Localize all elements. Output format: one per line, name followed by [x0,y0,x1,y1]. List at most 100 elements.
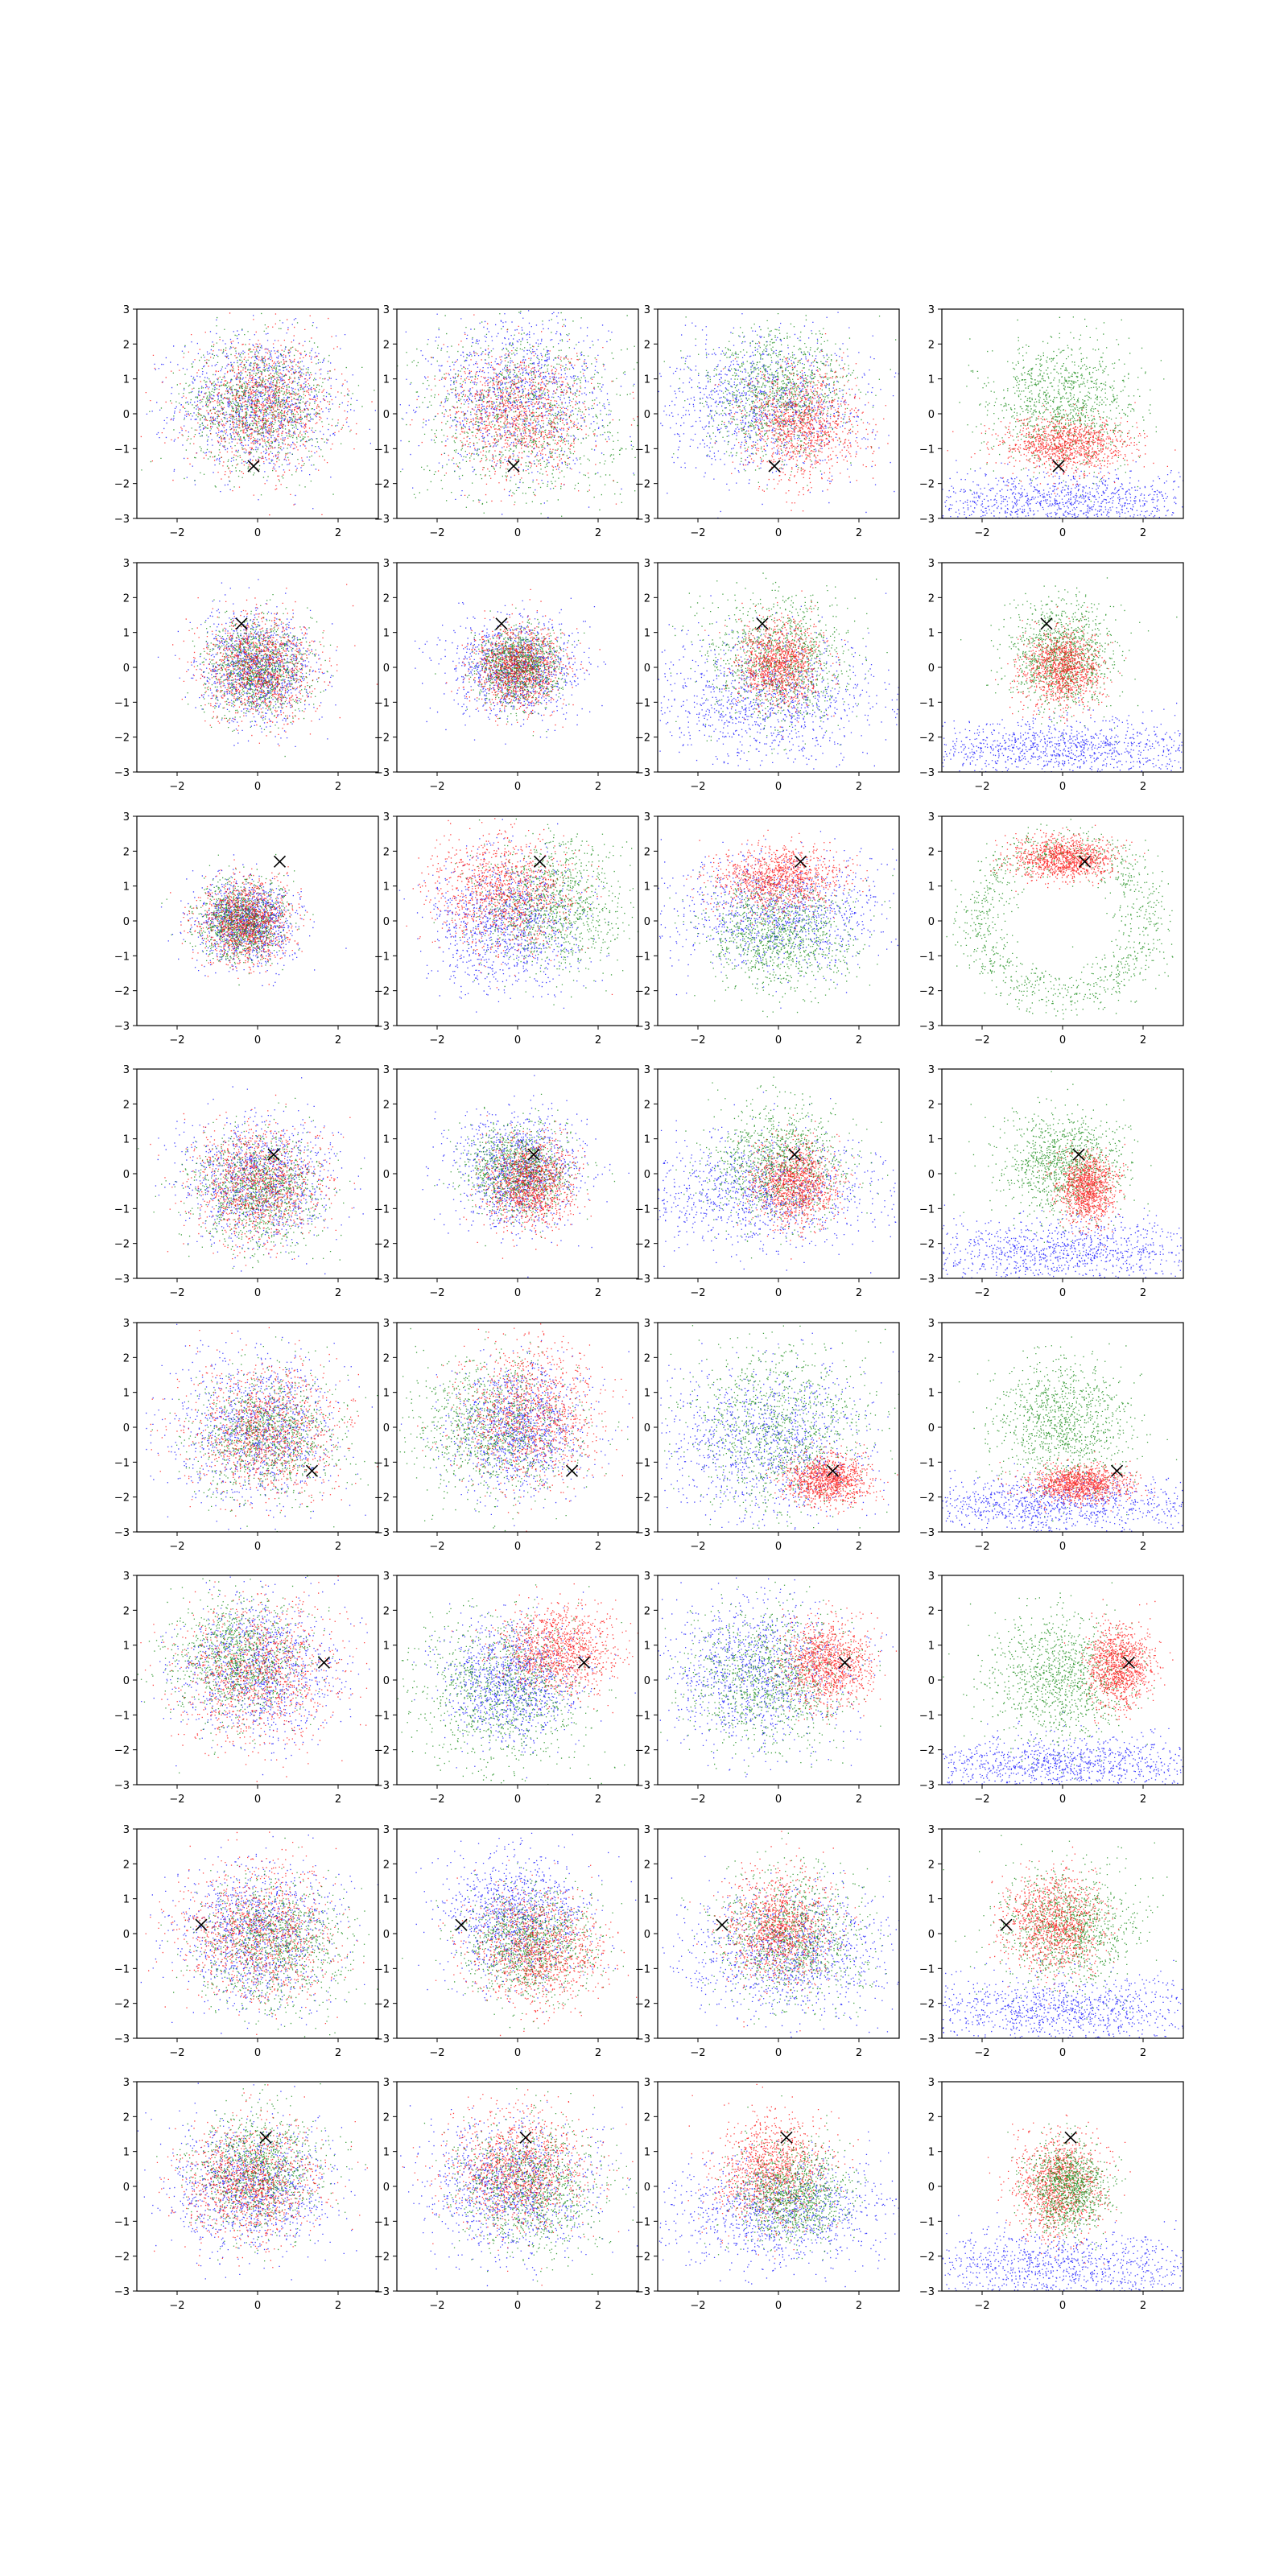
x-tick-label: 0 [775,2047,782,2059]
y-tick-label: −1 [919,1457,935,1469]
y-tick-label: −1 [374,1710,390,1722]
x-tick-label: 2 [1140,781,1146,793]
y-tick-label: −1 [919,1203,935,1216]
y-tick-label: −2 [114,1492,130,1505]
series-blue-points [155,1077,365,1275]
y-tick-label: 1 [383,628,390,640]
y-tick-label: −2 [374,2252,390,2264]
panel-r8-c2: −2 0 2 −3 −2 −1 0 1 2 3 [374,2077,639,2312]
y-tick-label: −2 [114,1745,130,1757]
x-tick-label: −2 [974,781,989,793]
x-tick-label: 2 [856,1034,862,1046]
x-marker [716,1918,729,1931]
panel-r7-c3: −2 0 2 −3 −2 −1 0 1 2 3 [635,1824,900,2059]
series-red-points [741,1600,898,1725]
y-tick-label: −2 [635,1999,650,2011]
x-tick-label: 2 [335,1794,341,1806]
series-red-points [737,1114,861,1260]
y-tick-label: 2 [644,1352,650,1364]
y-tick-label: 1 [928,1134,935,1146]
y-tick-label: −1 [114,444,130,456]
scatter-points [658,572,899,770]
scatter-points [140,312,378,516]
y-tick-label: 1 [383,1641,390,1653]
x-marker [577,1656,591,1669]
y-tick-label: 0 [123,916,130,928]
scatter-points [943,1582,1183,1785]
y-tick-label: 3 [644,2077,650,2089]
panel-r7-c2: −2 0 2 −3 −2 −1 0 1 2 3 [374,1824,639,2059]
x-marker [195,1918,208,1931]
y-tick-label: 3 [928,811,935,824]
y-tick-label: −3 [919,1527,935,1539]
x-tick-label: 2 [1140,1541,1146,1553]
y-tick-label: 2 [123,1859,130,1871]
y-tick-label: −3 [635,1527,650,1539]
x-tick-label: 0 [1059,527,1066,539]
panel-r3-c2: −2 0 2 −3 −2 −1 0 1 2 3 [374,811,639,1046]
y-tick-label: −3 [635,2286,650,2298]
y-tick-label: −2 [374,733,390,745]
x-tick-label: −2 [690,1541,705,1553]
x-tick-label: −2 [169,1541,184,1553]
x-marker [768,460,781,473]
y-tick-label: 2 [383,339,390,351]
panel-r7-c4: −2 0 2 −3 −2 −1 0 1 2 3 [919,1824,1184,2059]
y-tick-label: 3 [123,1824,130,1836]
y-tick-label: −2 [374,1492,390,1505]
y-tick-label: −2 [374,1239,390,1251]
y-tick-label: 2 [123,2112,130,2124]
series-green-points [433,818,638,1005]
y-tick-label: 1 [928,1388,935,1400]
y-tick-label: −3 [919,1021,935,1033]
y-tick-label: 3 [928,1571,935,1583]
y-tick-label: 0 [928,1675,935,1687]
x-tick-label: 2 [856,1794,862,1806]
series-red-points [766,1437,898,1517]
x-tick-label: 2 [335,1541,341,1553]
series-red-points [947,402,1176,494]
y-tick-label: −3 [374,1780,390,1792]
panel-r2-c2: −2 0 2 −3 −2 −1 0 1 2 3 [374,558,639,793]
y-tick-label: 0 [928,1929,935,1941]
y-tick-label: 1 [928,628,935,640]
x-marker [565,1464,579,1477]
x-tick-label: 0 [254,1287,261,1299]
x-tick-label: 2 [1140,527,1146,539]
y-tick-label: −3 [114,1780,130,1792]
y-tick-label: 3 [123,1318,130,1330]
panel-r3-c4: −2 0 2 −3 −2 −1 0 1 2 3 [919,811,1184,1046]
scatter-points [658,1577,898,1777]
y-tick-label: 2 [123,339,130,351]
panels-group: −2 0 2 −3 −2 −1 0 1 2 3 −2 0 2 −3 −2 −1 0 1 2 3 −2 0 2 −3 −2 −1 0 1… [114,304,1184,2312]
x-tick-label: 0 [775,1034,782,1046]
y-tick-label: −2 [919,479,935,491]
y-tick-label: −1 [919,1710,935,1722]
y-tick-label: −3 [114,767,130,779]
y-tick-label: 0 [383,1929,390,1941]
x-marker [1052,460,1065,473]
scatter-points [137,1575,378,1782]
y-tick-label: 2 [928,1099,935,1111]
y-tick-label: 1 [383,1134,390,1146]
y-tick-label: 1 [928,374,935,386]
x-tick-label: 0 [514,1794,521,1806]
series-blue-points [415,597,606,745]
y-tick-label: 2 [644,2112,650,2124]
y-tick-label: 3 [644,1571,650,1583]
x-marker [519,2131,532,2144]
panel-r5-c4: −2 0 2 −3 −2 −1 0 1 2 3 [919,1318,1184,1553]
y-tick-label: 0 [644,1929,650,1941]
x-tick-label: −2 [429,1794,444,1806]
scatter-points [942,577,1183,772]
x-tick-label: 0 [254,2047,261,2059]
series-blue-points [658,592,899,770]
y-tick-label: 1 [123,1894,130,1906]
scatter-points [397,1583,638,1785]
x-tick-label: −2 [429,2300,444,2312]
x-marker [838,1656,852,1669]
x-tick-label: 2 [595,1541,601,1553]
y-tick-label: 3 [383,304,390,316]
